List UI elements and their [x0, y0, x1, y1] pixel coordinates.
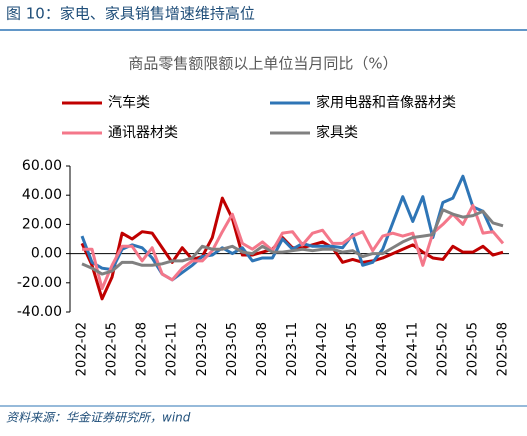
series-line: [80, 174, 495, 282]
legend-label: 汽车类: [108, 94, 150, 111]
y-tick-label: -40.00: [17, 304, 62, 320]
series-line: [81, 208, 504, 276]
y-tick-label: 0.00: [31, 246, 62, 262]
x-tick-label: 2024-11: [405, 322, 420, 376]
x-tick-label: 2025-02: [435, 322, 450, 376]
x-tick-label: 2023-08: [255, 322, 270, 376]
x-tick-label: 2023-11: [285, 322, 300, 376]
y-tick-label: 60.00: [22, 158, 62, 174]
x-tick-label: 2022-02: [75, 322, 90, 376]
x-tick-label: 2023-02: [195, 322, 210, 376]
x-tick-label: 2022-08: [135, 322, 150, 376]
x-tick-label: 2023-05: [225, 322, 240, 376]
legend-label: 家用电器和音像器材类: [316, 94, 456, 111]
y-tick-label: 20.00: [22, 216, 62, 232]
x-tick-label: 2025-05: [465, 322, 480, 376]
figure-title: 图 10：家电、家具销售增速维持高位: [6, 5, 255, 23]
chart-title: 商品零售额限额以上单位当月同比（%）: [128, 55, 397, 73]
x-tick-label: 2025-08: [496, 322, 511, 376]
y-tick-label: 40.00: [22, 187, 62, 203]
x-tick-label: 2024-02: [315, 322, 330, 376]
x-tick-label: 2022-11: [165, 322, 180, 376]
x-tick-label: 2024-05: [345, 322, 360, 376]
legend-label: 家具类: [316, 124, 358, 141]
legend-label: 通讯器材类: [108, 125, 178, 141]
source: 资料来源：华金证券研究所，wind: [6, 411, 191, 425]
x-tick-label: 2024-08: [375, 322, 390, 376]
x-tick-label: 2022-05: [105, 322, 120, 376]
y-tick-label: -20.00: [17, 275, 62, 291]
